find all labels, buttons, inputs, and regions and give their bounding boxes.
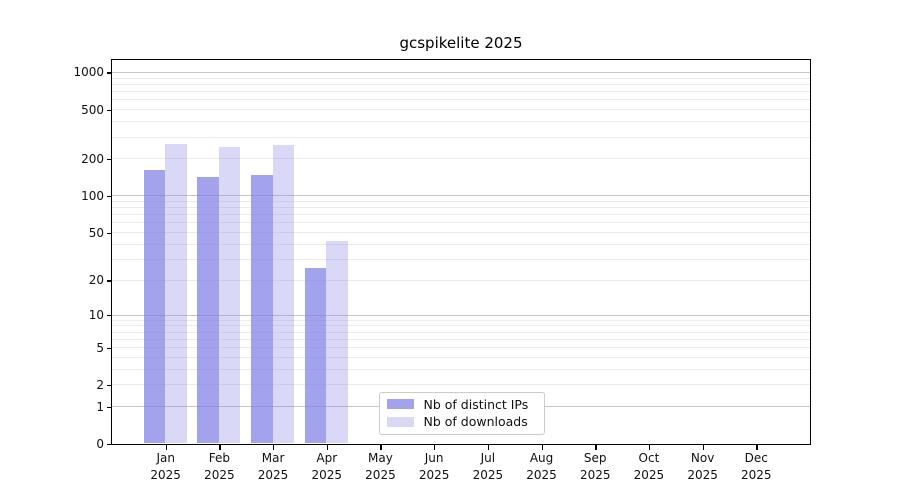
gridline-minor-600 [111, 99, 810, 101]
x-tick-label-nov: Nov 2025 [687, 451, 718, 482]
x-tick-dec [756, 445, 758, 450]
gridline-minor-5 [111, 347, 810, 349]
x-tick-label-apr: Apr 2025 [311, 451, 343, 482]
gridline-minor-700 [111, 91, 810, 93]
bar-downloads-jan [165, 144, 187, 444]
gridline-minor-8 [111, 325, 810, 327]
legend-item-distinct-ips: Nb of distinct IPs [386, 396, 537, 412]
legend-label-distinct-ips: Nb of distinct IPs [423, 396, 529, 412]
bar-downloads-mar [272, 145, 295, 444]
gridline-minor-200 [111, 158, 810, 160]
x-tick-aug [541, 445, 543, 450]
gridline-minor-60 [111, 222, 810, 224]
x-tick-jun [434, 445, 436, 450]
x-tick-may [380, 445, 382, 450]
gridline-minor-50 [111, 232, 810, 234]
x-tick-jan [165, 445, 167, 450]
y-tick-label-10: 10 [88, 308, 104, 323]
legend-swatch-distinct-ips [386, 399, 414, 410]
y-tick-100 [106, 195, 112, 198]
y-tick-label-50: 50 [88, 225, 104, 240]
bar-distinct-ips-apr [304, 268, 327, 444]
legend-label-downloads: Nb of downloads [423, 414, 528, 430]
x-tick-jul [487, 445, 490, 450]
y-tick-20 [106, 280, 112, 282]
y-tick-0 [106, 444, 112, 446]
y-tick-1 [106, 406, 112, 409]
y-tick-5 [106, 347, 112, 349]
x-tick-apr [326, 445, 329, 450]
gridline-minor-3 [111, 368, 810, 370]
legend-swatch-downloads [386, 416, 414, 427]
gridline-minor-300 [111, 136, 810, 138]
chart-title: gcspikelite 2025 [399, 34, 523, 52]
gridline-minor-800 [111, 83, 810, 85]
gridline-minor-7 [111, 331, 810, 333]
y-tick-label-200: 200 [81, 151, 104, 166]
x-tick-label-mar: Mar 2025 [257, 451, 289, 482]
gridline-minor-20 [111, 279, 810, 281]
y-tick-label-500: 500 [81, 102, 104, 117]
y-tick-500 [106, 109, 112, 111]
x-tick-label-feb: Feb 2025 [204, 451, 235, 482]
x-tick-label-jan: Jan 2025 [150, 451, 181, 482]
y-tick-label-100: 100 [81, 188, 104, 203]
bar-downloads-feb [218, 147, 241, 444]
gridline-major-100 [111, 195, 810, 197]
x-tick-feb [219, 445, 221, 450]
y-tick-label-20: 20 [88, 273, 104, 288]
y-tick-1000 [106, 72, 112, 74]
gridline-minor-4 [111, 356, 810, 358]
x-tick-sep [595, 445, 597, 450]
gridline-minor-900 [111, 77, 810, 79]
gridline-major-10 [111, 314, 810, 316]
y-tick-label-5: 5 [96, 340, 104, 355]
x-tick-label-sep: Sep 2025 [579, 451, 611, 482]
bar-downloads-apr [326, 241, 348, 444]
y-tick-label-1000: 1000 [73, 65, 104, 80]
x-tick-mar [273, 445, 275, 450]
gridline-major-1000 [111, 71, 810, 73]
gridline-minor-80 [111, 207, 810, 209]
x-tick-label-oct: Oct 2025 [633, 451, 665, 482]
y-tick-10 [106, 315, 112, 317]
gridline-minor-9 [111, 319, 810, 321]
x-tick-label-jun: Jun 2025 [418, 451, 450, 482]
y-tick-200 [106, 158, 112, 161]
gridline-minor-40 [111, 243, 810, 245]
y-tick-label-0: 0 [96, 437, 104, 451]
y-tick-label-1: 1 [96, 399, 104, 414]
bar-distinct-ips-feb [197, 177, 219, 444]
gridline-minor-500 [111, 109, 810, 111]
x-tick-oct [648, 445, 651, 450]
gridline-minor-2 [111, 384, 810, 386]
y-tick-50 [106, 232, 112, 234]
x-tick-nov [702, 445, 704, 450]
legend: Nb of distinct IPs Nb of downloads [378, 391, 545, 435]
gridline-minor-400 [111, 121, 810, 123]
plot-area: Nb of distinct IPs Nb of downloads [110, 58, 811, 445]
x-tick-label-dec: Dec 2025 [741, 451, 772, 482]
x-tick-label-jul: Jul 2025 [472, 451, 504, 482]
y-tick-2 [106, 384, 112, 387]
x-tick-label-may: May 2025 [365, 451, 396, 482]
gridline-minor-30 [111, 258, 810, 260]
gridline-minor-70 [111, 214, 810, 216]
y-tick-label-2: 2 [96, 377, 104, 392]
gridline-minor-90 [111, 200, 810, 202]
bar-distinct-ips-jan [143, 170, 166, 444]
bar-distinct-ips-mar [251, 174, 273, 444]
x-tick-label-aug: Aug 2025 [526, 451, 557, 482]
gridline-minor-6 [111, 338, 810, 340]
legend-item-downloads: Nb of downloads [386, 414, 537, 430]
